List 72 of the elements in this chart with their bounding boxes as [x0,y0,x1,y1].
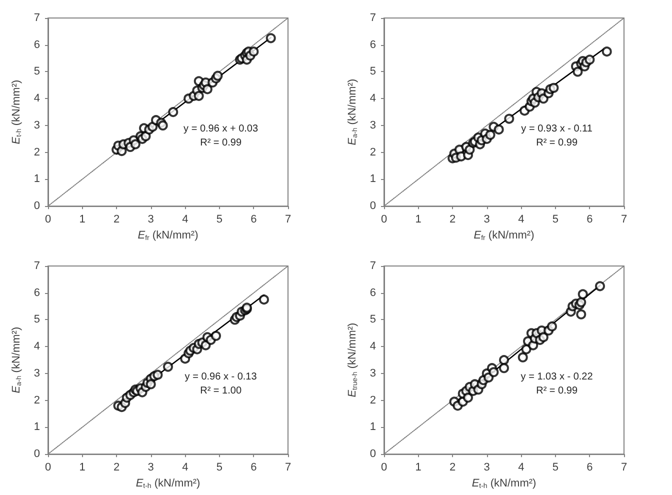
y-tick-label: 7 [370,12,376,24]
annotation: y = 0.96 x + 0.03 [184,123,258,134]
y-tick-label: 0 [34,200,40,212]
x-tick-label: 1 [79,214,86,226]
y-tick-label: 3 [34,366,40,379]
annotation: R² = 1.00 [200,384,242,396]
x-tick-label: 1 [415,461,422,474]
annotation: y = 1.03 x - 0.22 [520,370,594,382]
x-tick-label: 5 [552,214,558,226]
y-tick-label: 2 [370,146,376,158]
y-tick-label: 6 [370,286,376,298]
y-tick-label: 4 [34,340,40,352]
x-tick-label: 6 [250,461,257,474]
y-tick-label: 4 [34,92,40,105]
x-tick-label: 0 [44,461,52,474]
annotation: R² = 0.99 [536,137,578,148]
y-tick-label: 2 [34,146,40,158]
x-tick-label: 3 [148,461,154,474]
y-tick-label: 2 [34,394,40,406]
x-tick-label: 6 [250,214,257,226]
y-tick-label: 3 [34,119,40,132]
x-tick-label: 3 [484,461,490,474]
y-tick-label: 7 [370,260,376,272]
annotation: y = 0.93 x - 0.11 [521,123,593,134]
y-tick-label: 1 [34,173,40,186]
y-tick-label: 0 [370,448,376,460]
y-tick-label: 1 [370,420,376,433]
x-tick-label: 3 [148,214,154,226]
x-tick-label: 2 [114,461,120,474]
y-tick-label: 5 [370,66,376,78]
y-tick-label: 3 [370,366,376,379]
y-tick-label: 6 [34,286,40,298]
annotation: R² = 0.99 [200,137,242,148]
x-tick-label: 0 [44,214,52,226]
y-tick-label: 5 [370,313,376,326]
x-tick-label: 4 [182,461,188,474]
x-tick-label: 5 [216,461,222,474]
x-tick-label: 6 [586,461,593,474]
y-tick-label: 4 [370,92,376,105]
x-tick-label: 7 [620,461,628,474]
x-tick-label: 1 [415,214,422,226]
x-tick-label: 7 [284,214,292,226]
x-tick-label: 3 [484,214,490,226]
x-tick-label: 1 [79,461,86,474]
annotation: y = 0.96 x - 0.13 [184,370,258,382]
y-tick-label: 1 [34,420,40,433]
x-tick-label: 7 [620,214,628,226]
x-tick-label: 5 [216,214,222,226]
x-tick-label: 2 [450,461,456,474]
y-tick-label: 5 [34,313,40,326]
annotation: R² = 0.99 [536,384,578,396]
y-tick-label: 6 [370,38,376,51]
x-tick-label: 0 [380,214,388,226]
x-tick-label: 4 [518,461,524,474]
y-tick-label: 6 [34,38,40,51]
x-tick-label: 4 [518,214,524,226]
y-tick-label: 7 [34,12,40,24]
y-tick-label: 0 [370,200,376,212]
y-tick-label: 3 [370,119,376,132]
x-tick-label: 6 [586,214,593,226]
y-tick-label: 5 [34,66,40,78]
y-tick-label: 2 [370,394,376,406]
y-tick-label: 1 [370,173,376,186]
x-tick-label: 7 [284,461,292,474]
x-tick-label: 5 [552,461,558,474]
x-tick-label: 2 [450,214,456,226]
y-tick-label: 4 [370,340,376,352]
y-tick-label: 7 [34,260,40,272]
x-tick-label: 0 [380,461,388,474]
x-tick-label: 4 [182,214,188,226]
y-tick-label: 0 [34,448,40,460]
x-tick-label: 2 [114,214,120,226]
